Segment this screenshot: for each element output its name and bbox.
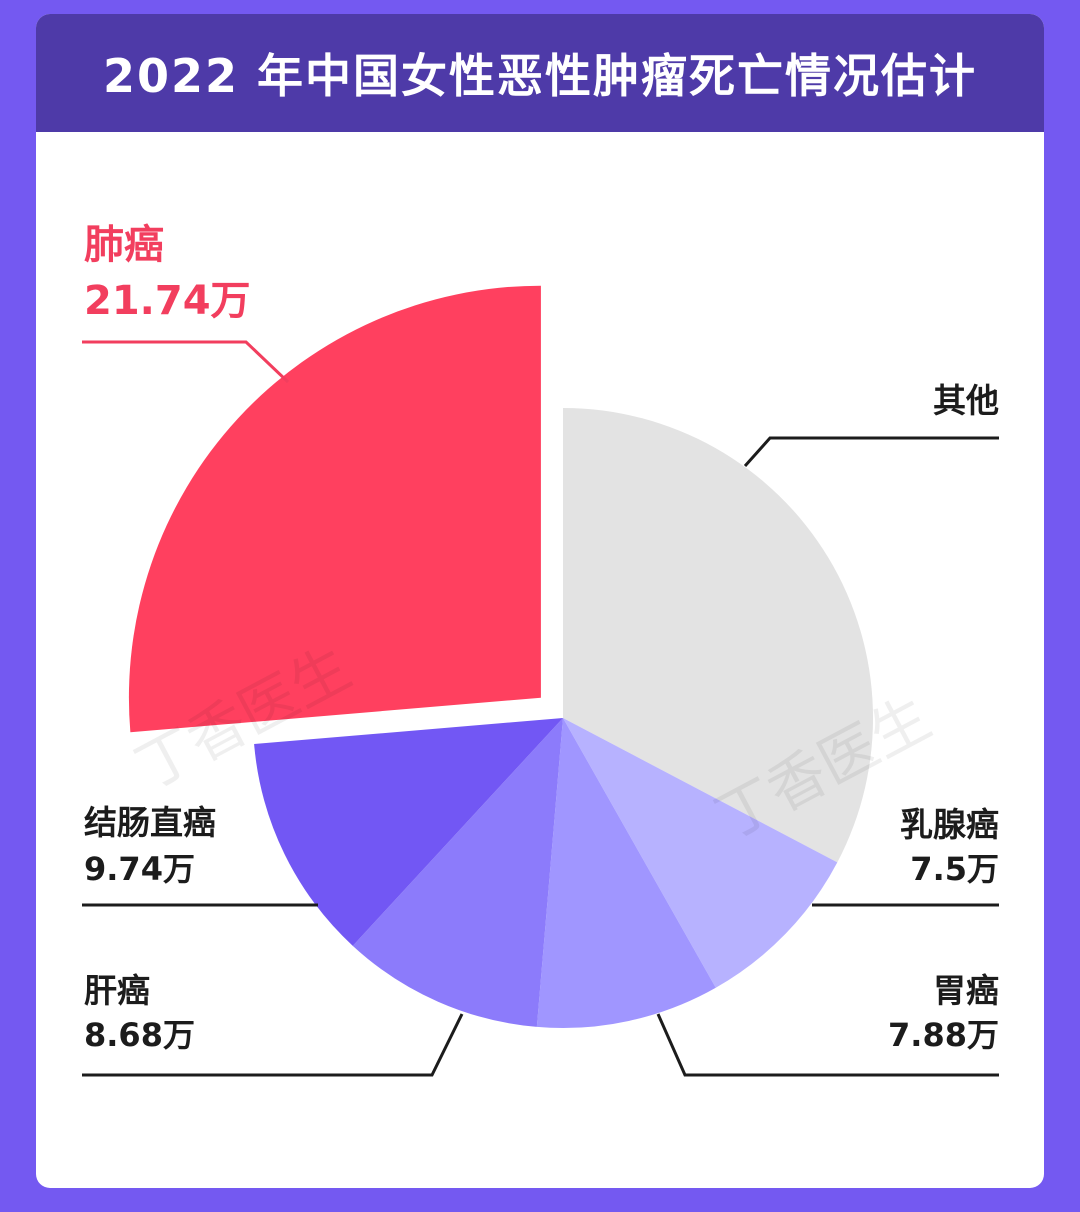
pie-slices xyxy=(128,285,874,1028)
label-name-stomach: 胃癌 xyxy=(933,971,999,1010)
label-name-other: 其他 xyxy=(933,381,999,420)
label-name-breast: 乳腺癌 xyxy=(900,805,999,844)
label-name-colorectal: 结肠直癌 xyxy=(84,803,216,842)
leader-line-stomach xyxy=(656,1013,999,1077)
label-value-liver: 8.68万 xyxy=(84,1016,195,1054)
chart-title: 2022 年中国女性恶性肿瘤死亡情况估计 xyxy=(102,49,978,103)
pie-slice-5 xyxy=(254,718,563,946)
pie-slice-4 xyxy=(352,718,563,1027)
leader-line-lung xyxy=(82,340,290,384)
pie-slice-1 xyxy=(563,408,874,863)
label-value-breast: 7.5万 xyxy=(910,850,999,888)
pie-slice-2 xyxy=(563,718,838,988)
label-value-stomach: 7.88万 xyxy=(888,1016,999,1054)
label-name-liver: 肝癌 xyxy=(84,971,150,1010)
leader-line-other xyxy=(743,436,999,467)
title-bar: 2022 年中国女性恶性肿瘤死亡情况估计 xyxy=(36,14,1044,132)
label-value-colorectal: 9.74万 xyxy=(84,850,195,888)
label-value-lung: 21.74万 xyxy=(84,278,251,324)
label-name-lung: 肺癌 xyxy=(84,222,164,268)
pie-slice-0 xyxy=(128,285,541,733)
leader-line-liver xyxy=(82,1013,464,1077)
pie-slice-3 xyxy=(536,718,716,1028)
